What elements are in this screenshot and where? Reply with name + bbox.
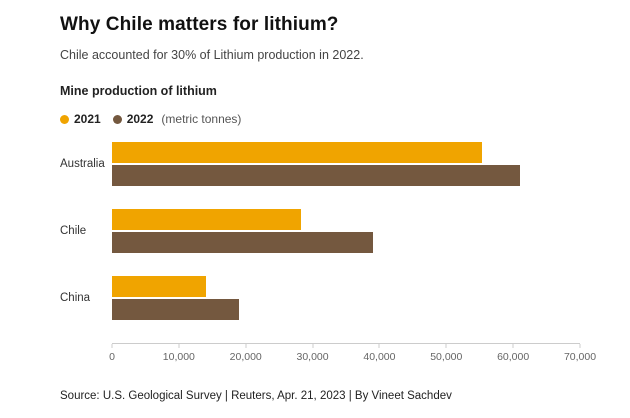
legend-label: 2021 [74, 112, 101, 126]
legend-dot-2021 [60, 114, 69, 124]
axis-tick [378, 344, 380, 348]
bar-chart: Australia Chile China 0 10,000 20,000 30,000 4… [60, 142, 596, 365]
axis-tick [245, 344, 247, 348]
legend-unit-label: (metric tonnes) [161, 112, 242, 126]
legend-item-2021: 2021 [60, 112, 101, 126]
bar-China-2022 [112, 299, 240, 320]
axis-tick-label: 60,000 [497, 351, 530, 363]
axis-tick-label: 30,000 [296, 351, 329, 363]
bar-China-2021 [112, 276, 206, 297]
axis-tick [512, 344, 514, 348]
source-line: Source: U.S. Geological Survey | Reuters… [60, 390, 452, 402]
axis-tick-label: 50,000 [430, 351, 463, 363]
category-label: Australia [60, 158, 105, 170]
legend-item-2022: 2022 [112, 112, 154, 126]
chart-legend: 2021 2022 (metric tonnes) [60, 112, 580, 126]
bars [112, 276, 580, 320]
bar-Australia-2022 [112, 165, 520, 186]
bar-group-Australia: Australia [60, 142, 580, 186]
bar-Chile-2021 [112, 209, 302, 230]
bar-group-China: China [60, 276, 580, 320]
legend-label: 2022 [126, 112, 154, 126]
bar-groups: Australia Chile China [60, 142, 580, 320]
legend-dot-2022 [112, 114, 122, 124]
axis-tick [312, 344, 314, 348]
bar-Australia-2021 [112, 142, 482, 163]
axis-spacer [60, 343, 112, 365]
axis-tick [178, 344, 180, 348]
legend-items: 2021 2022 [60, 112, 153, 126]
page-subtitle: Chile accounted for 30% of Lithium produ… [60, 48, 364, 62]
axis-tick [111, 344, 113, 348]
axis-tick-label: 0 [109, 351, 115, 363]
category-label: China [60, 292, 91, 304]
axis-tick-label: 70,000 [563, 351, 597, 363]
chart-title: Mine production of lithium [60, 84, 217, 98]
axis-tick [579, 344, 581, 348]
axis-tick-label: 10,000 [162, 351, 195, 363]
axis-tick-label: 40,000 [363, 351, 396, 363]
bar-group-Chile: Chile [60, 209, 580, 253]
x-axis: 0 10,000 20,000 30,000 40,000 50,000 60,000 70,… [60, 343, 596, 365]
axis-tick [445, 344, 447, 348]
bar-Chile-2022 [112, 232, 373, 253]
page-title: Why Chile matters for lithium? [60, 14, 339, 35]
bars [112, 142, 580, 186]
bars [112, 209, 580, 253]
axis-tick-label: 20,000 [229, 351, 262, 363]
category-label: Chile [60, 225, 87, 237]
axis-line: 0 10,000 20,000 30,000 40,000 50,000 60,000 70,… [109, 343, 596, 365]
